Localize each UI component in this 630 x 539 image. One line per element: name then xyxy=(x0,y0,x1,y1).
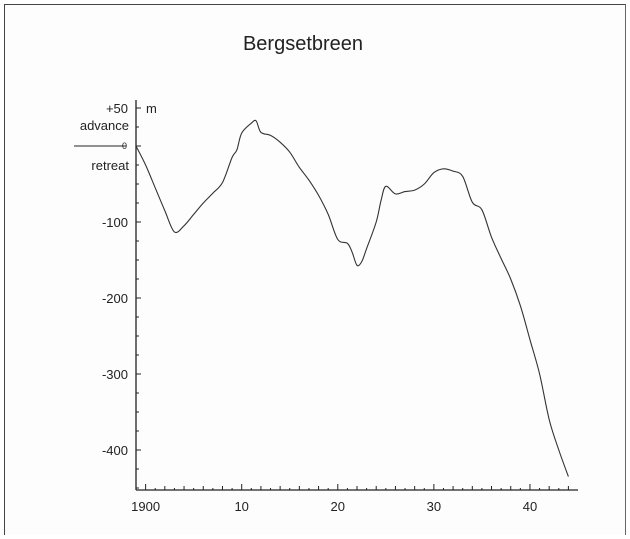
series-line-bergsetbreen xyxy=(135,119,569,477)
figure-frame xyxy=(4,4,626,535)
retreat-label: retreat xyxy=(91,158,129,173)
x-tick-label: 30 xyxy=(427,499,441,514)
x-tick-label: 1900 xyxy=(131,499,160,514)
y-tick-label: -300 xyxy=(102,367,128,382)
y-tick-label: -100 xyxy=(102,215,128,230)
y-tick-label: -400 xyxy=(102,443,128,458)
advance-label: advance xyxy=(80,118,129,133)
x-tick-label: 40 xyxy=(523,499,537,514)
y-tick-label: +50 xyxy=(106,101,128,116)
y-tick-label: -200 xyxy=(102,291,128,306)
x-tick-label: 20 xyxy=(331,499,345,514)
x-tick-label: 10 xyxy=(234,499,248,514)
axis-ticks: +50 0 -100 -200 -300 -400 1900 10 20 30 40 xyxy=(102,101,569,514)
y-tick-label: 0 xyxy=(122,141,127,151)
chart-title: Bergsetbreen xyxy=(243,33,363,55)
y-unit-label: m xyxy=(146,101,157,116)
